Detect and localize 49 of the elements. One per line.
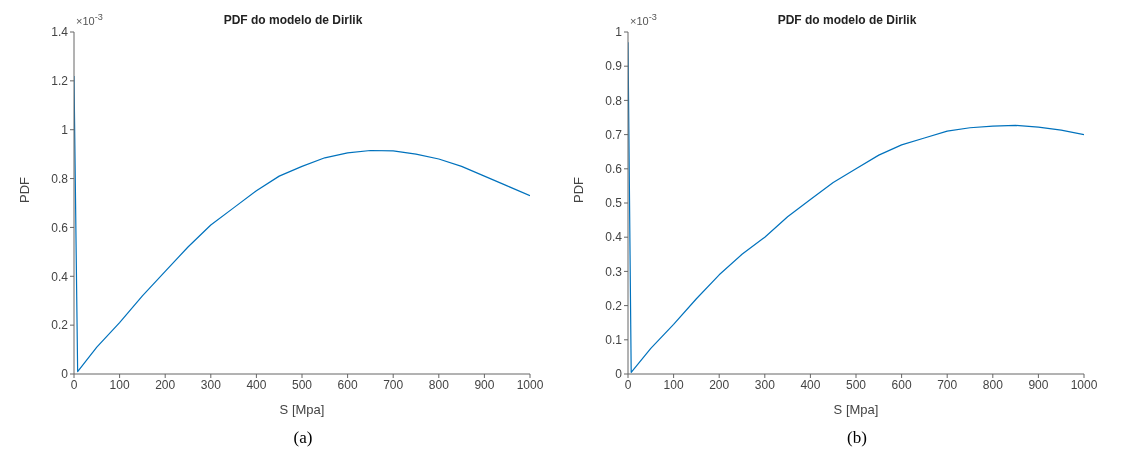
y-tick-label: 1 bbox=[615, 25, 623, 40]
x-axis-title: S [Mpa] bbox=[833, 402, 879, 417]
x-tick-label: 700 bbox=[937, 377, 958, 392]
y-tick-label: 0.8 bbox=[51, 171, 69, 186]
x-tick-label: 400 bbox=[246, 377, 267, 392]
y-tick-label: 0.2 bbox=[51, 318, 69, 333]
x-tick-label: 600 bbox=[891, 377, 912, 392]
x-tick-label: 800 bbox=[982, 377, 1004, 392]
y-tick-label: 1 bbox=[61, 122, 69, 137]
x-tick-label: 500 bbox=[845, 377, 867, 392]
x-tick-label: 700 bbox=[383, 377, 404, 392]
text: ×10$^{-3}$ bbox=[76, 12, 103, 27]
x-tick-label: 100 bbox=[109, 377, 130, 392]
text: ×10$^{-3}$ bbox=[630, 12, 657, 27]
x-tick-label: 900 bbox=[1028, 377, 1049, 392]
chart-title: PDF do modelo de Dirlik bbox=[777, 13, 917, 27]
y-tick-label: 0.6 bbox=[605, 162, 623, 177]
x-tick-label: 200 bbox=[155, 377, 176, 392]
y-tick-label: 0.8 bbox=[605, 93, 623, 108]
text: (a) bbox=[292, 428, 314, 448]
y-tick-label: 0 bbox=[615, 367, 623, 382]
x-tick-label: 800 bbox=[428, 377, 450, 392]
x-tick-label: 1000 bbox=[1070, 377, 1098, 392]
x-tick-label: 300 bbox=[754, 377, 776, 392]
y-tick-label: 0.3 bbox=[605, 264, 623, 279]
x-tick-label: 500 bbox=[291, 377, 313, 392]
y-tick-label: 1.2 bbox=[51, 74, 69, 89]
x-tick-label: 600 bbox=[337, 377, 358, 392]
y-tick-label: 0.5 bbox=[605, 196, 623, 211]
y-tick-label: 0.9 bbox=[605, 59, 623, 74]
x-tick-label: 100 bbox=[663, 377, 684, 392]
text: (b) bbox=[846, 428, 868, 448]
x-tick-label: 400 bbox=[800, 377, 821, 392]
x-tick-label: 300 bbox=[200, 377, 222, 392]
y-tick-label: 0.4 bbox=[51, 269, 69, 284]
y-tick-label: 0 bbox=[61, 367, 69, 382]
y-tick-label: 0.7 bbox=[605, 127, 623, 142]
x-tick-label: 1000 bbox=[516, 377, 544, 392]
y-axis-title: PDF bbox=[570, 176, 586, 203]
y-tick-label: 0.6 bbox=[51, 220, 69, 235]
x-axis-title: S [Mpa] bbox=[279, 402, 325, 417]
x-tick-label: 200 bbox=[709, 377, 730, 392]
y-axis-title: PDF bbox=[16, 176, 32, 203]
y-tick-label: 1.4 bbox=[51, 25, 69, 40]
x-tick-label: 900 bbox=[474, 377, 495, 392]
y-tick-label: 0.1 bbox=[605, 333, 623, 348]
chart-title: PDF do modelo de Dirlik bbox=[223, 13, 363, 27]
y-tick-label: 0.4 bbox=[605, 230, 623, 245]
y-tick-label: 0.2 bbox=[605, 298, 623, 313]
